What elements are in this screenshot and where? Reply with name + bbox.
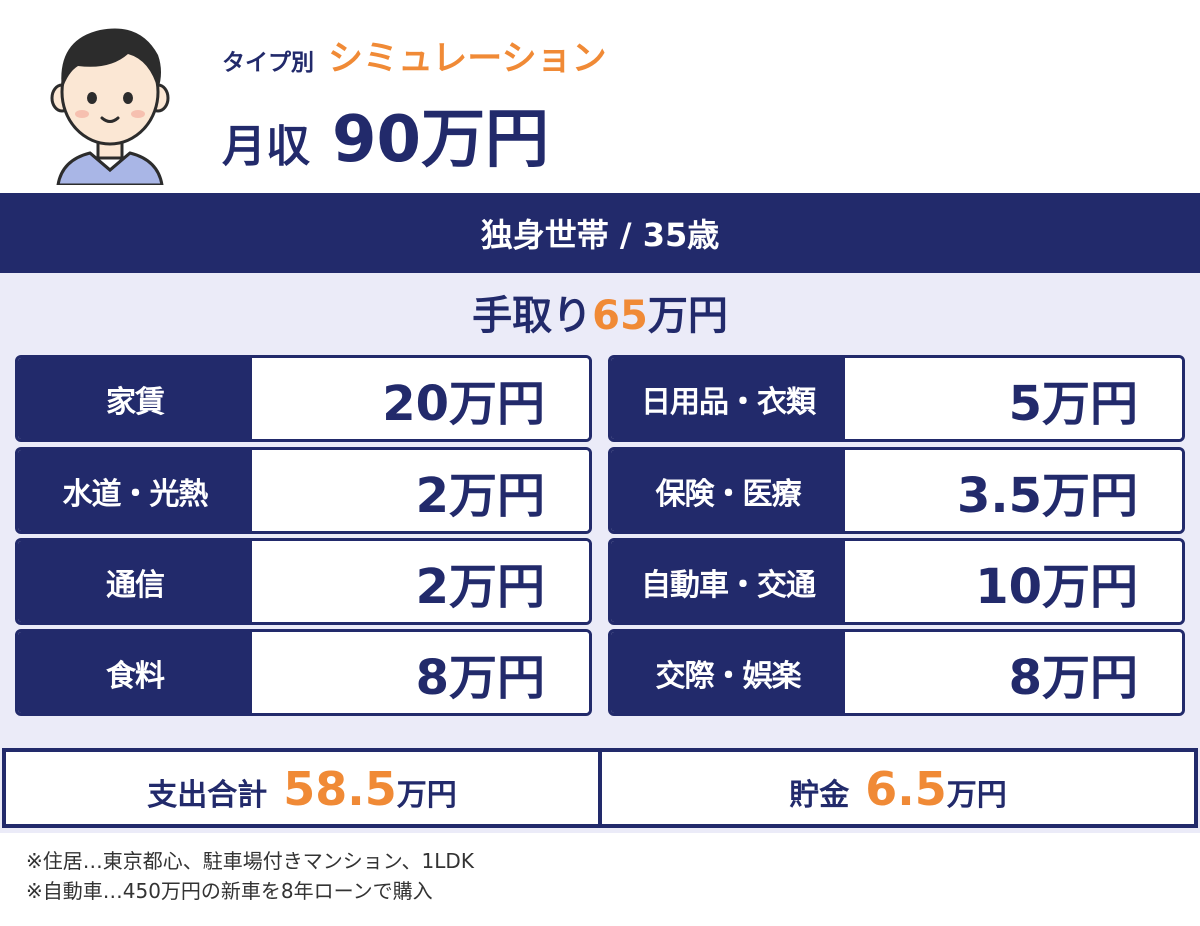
expense-label: 食料 (18, 632, 252, 713)
expense-label: 自動車・交通 (611, 541, 845, 622)
expense-value: 3.5万円 (845, 450, 1182, 531)
expense-item: 自動車・交通 10万円 (608, 538, 1185, 625)
take-home-label: 手取り (472, 293, 593, 339)
footnote: ※住居…東京都心、駐車場付きマンション、1LDK (26, 849, 474, 873)
expense-label: 通信 (18, 541, 252, 622)
expense-item: 保険・医療 3.5万円 (608, 447, 1185, 534)
expense-value: 8万円 (845, 632, 1182, 713)
total-spend-amount: 58.5 (283, 762, 397, 816)
expense-label: 日用品・衣類 (611, 358, 845, 439)
expense-value: 8万円 (252, 632, 589, 713)
expense-label: 交際・娯楽 (611, 632, 845, 713)
expense-grid: 家賃 20万円 水道・光熱 2万円 通信 2万円 食料 8万円 日用品・衣類 5… (15, 355, 1187, 718)
income-label: 月収 (222, 121, 310, 172)
kicker-prefix: タイプ別 (222, 50, 314, 76)
expense-value: 5万円 (845, 358, 1182, 439)
total-spend-label: 支出合計 (147, 778, 268, 813)
header-kicker: タイプ別 シミュレーション (222, 30, 607, 80)
totals-bar: 支出合計 58.5 万円 貯金 6.5 万円 (2, 748, 1198, 828)
take-home-unit: 万円 (647, 293, 728, 339)
expense-item: 日用品・衣類 5万円 (608, 355, 1185, 442)
total-spend-unit: 万円 (396, 778, 457, 813)
expense-label: 家賃 (18, 358, 252, 439)
expense-value: 20万円 (252, 358, 589, 439)
expense-value: 10万円 (845, 541, 1182, 622)
expense-value: 2万円 (252, 541, 589, 622)
kicker-highlight: シミュレーション (328, 39, 607, 79)
expense-value: 2万円 (252, 450, 589, 531)
savings-label: 貯金 (789, 778, 850, 813)
footnotes: ※住居…東京都心、駐車場付きマンション、1LDK ※自動車…450万円の新車を8… (26, 846, 1176, 906)
income-headline: 月収 90万円 (222, 88, 549, 177)
expense-item: 食料 8万円 (15, 629, 592, 716)
savings-amount: 6.5 (865, 762, 947, 816)
expense-item: 通信 2万円 (15, 538, 592, 625)
expense-label: 保険・医療 (611, 450, 845, 531)
footnote: ※自動車…450万円の新車を8年ローンで購入 (26, 879, 433, 903)
expense-label: 水道・光熱 (18, 450, 252, 531)
household-band: 独身世帯 / 35歳 (0, 193, 1200, 273)
person-avatar-icon (40, 10, 180, 187)
total-savings: 貯金 6.5 万円 (598, 752, 1194, 824)
take-home-pay: 手取り 65 万円 (0, 283, 1200, 343)
expense-item: 水道・光熱 2万円 (15, 447, 592, 534)
expense-item: 交際・娯楽 8万円 (608, 629, 1185, 716)
total-spend: 支出合計 58.5 万円 (6, 752, 598, 824)
savings-unit: 万円 (946, 778, 1007, 813)
take-home-amount: 65 (592, 293, 648, 339)
expense-item: 家賃 20万円 (15, 355, 592, 442)
income-value: 90万円 (332, 103, 550, 177)
